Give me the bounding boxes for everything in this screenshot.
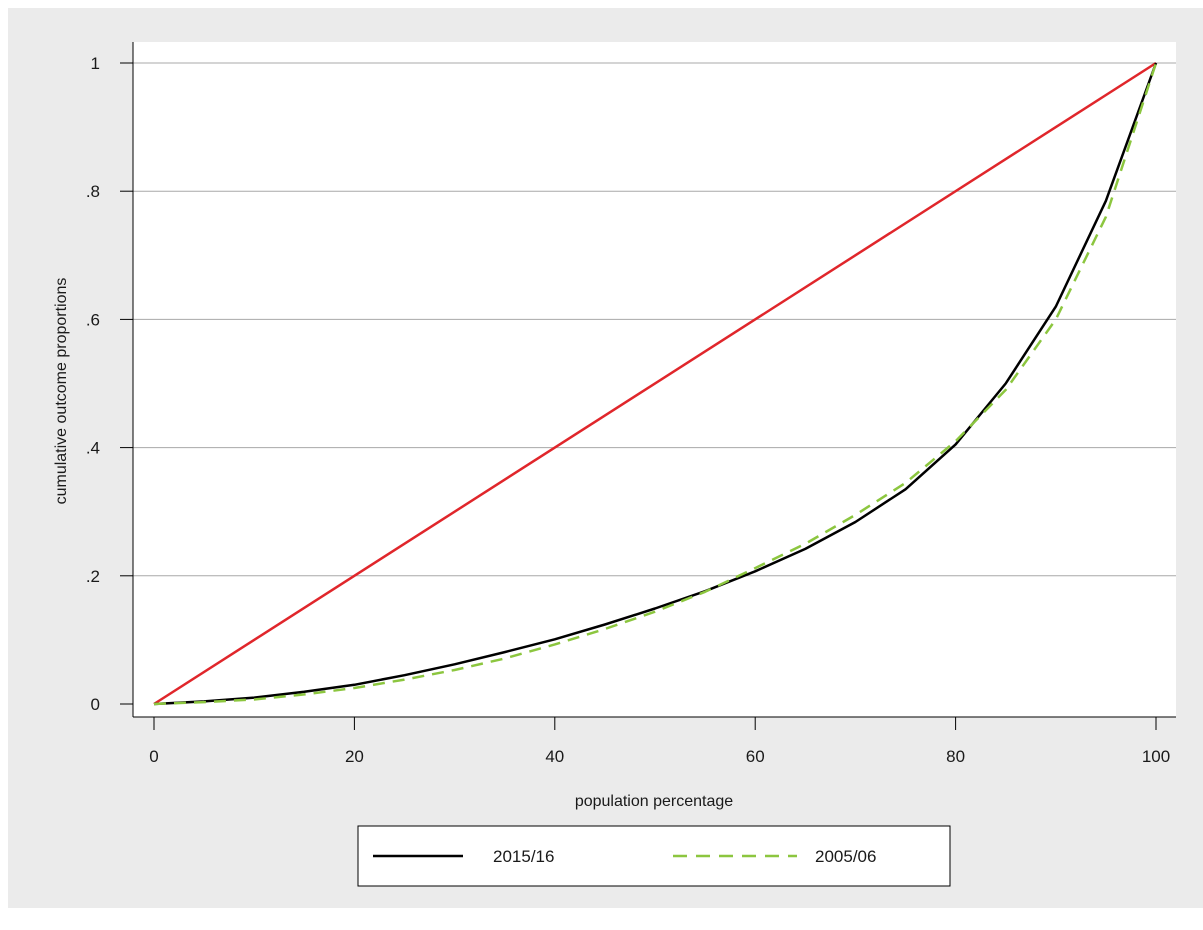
x-tick-label: 80 xyxy=(946,747,965,766)
legend-label-2015-16: 2015/16 xyxy=(493,847,554,866)
y-tick-label: .4 xyxy=(86,439,100,458)
equality-line xyxy=(153,61,1157,706)
y-axis-label: cumulative outcome proportions xyxy=(53,278,70,505)
y-tick-label: .6 xyxy=(86,310,100,329)
series-lines xyxy=(153,61,1158,706)
series-line-2015-16 xyxy=(153,62,1158,706)
series-line-2005-06 xyxy=(153,62,1158,706)
x-tick-label: 60 xyxy=(746,747,765,766)
x-tick-label: 40 xyxy=(545,747,564,766)
axes: 0 .2 .4 .6 .8 1 0 20 40 60 80 100 xyxy=(86,42,1176,766)
y-tick-label: .8 xyxy=(86,182,100,201)
legend: 2015/16 2005/06 xyxy=(357,825,951,887)
x-tick-label: 0 xyxy=(149,747,158,766)
x-tick-label: 100 xyxy=(1142,747,1170,766)
grid-lines xyxy=(133,62,1176,577)
plot-area xyxy=(133,42,1176,717)
legend-box xyxy=(357,825,951,887)
y-tick-label: 1 xyxy=(91,54,100,73)
x-tick-label: 20 xyxy=(345,747,364,766)
x-axis-label: population percentage xyxy=(575,793,733,810)
legend-label-2005-06: 2005/06 xyxy=(815,847,876,866)
y-tick-label: 0 xyxy=(91,695,100,714)
y-tick-label: .2 xyxy=(86,567,100,586)
